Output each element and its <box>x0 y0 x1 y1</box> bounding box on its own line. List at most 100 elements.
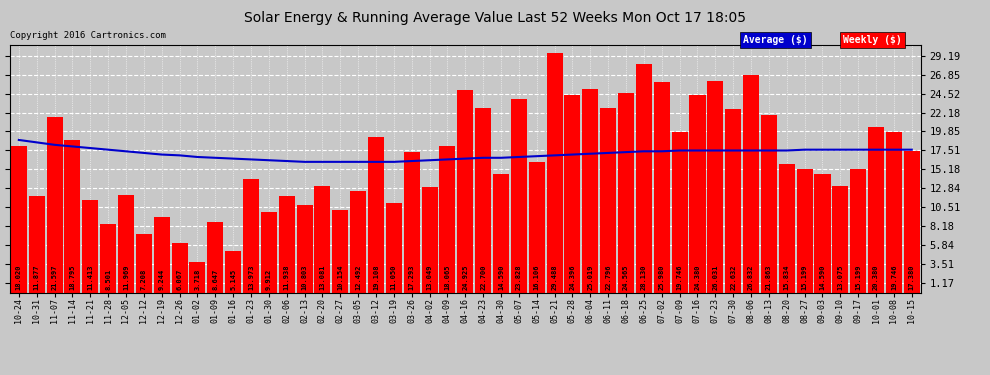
Bar <box>529 162 545 292</box>
Bar <box>100 224 116 292</box>
Text: 13.973: 13.973 <box>248 265 254 290</box>
Bar <box>243 179 259 292</box>
Bar <box>404 152 420 292</box>
Text: 8.501: 8.501 <box>105 269 111 290</box>
Text: 24.380: 24.380 <box>694 265 701 290</box>
Bar <box>815 174 831 292</box>
Text: 11.938: 11.938 <box>284 265 290 290</box>
Text: 18.020: 18.020 <box>16 265 22 290</box>
Bar <box>386 203 402 292</box>
Text: 21.597: 21.597 <box>51 265 57 290</box>
Bar <box>171 243 187 292</box>
Text: 19.746: 19.746 <box>676 265 683 290</box>
Text: Solar Energy & Running Average Value Last 52 Weeks Mon Oct 17 18:05: Solar Energy & Running Average Value Las… <box>244 11 746 25</box>
Text: 25.019: 25.019 <box>587 265 593 290</box>
Bar <box>315 186 331 292</box>
Text: 18.795: 18.795 <box>69 265 75 290</box>
Text: 8.647: 8.647 <box>212 269 218 290</box>
Text: 5.145: 5.145 <box>230 269 237 290</box>
Text: 26.031: 26.031 <box>713 265 719 290</box>
Text: 29.488: 29.488 <box>551 265 557 290</box>
Text: 15.199: 15.199 <box>802 265 808 290</box>
Text: 14.590: 14.590 <box>820 265 826 290</box>
Text: 19.746: 19.746 <box>891 265 897 290</box>
Text: 22.700: 22.700 <box>480 265 486 290</box>
Text: 22.796: 22.796 <box>605 265 611 290</box>
Bar <box>207 222 224 292</box>
Text: Copyright 2016 Cartronics.com: Copyright 2016 Cartronics.com <box>10 31 165 40</box>
Bar <box>457 90 473 292</box>
Bar <box>475 108 491 292</box>
Bar <box>260 212 277 292</box>
Text: 22.632: 22.632 <box>731 265 737 290</box>
Text: 9.244: 9.244 <box>158 269 164 290</box>
Text: 9.912: 9.912 <box>266 269 272 290</box>
Bar <box>797 169 813 292</box>
Bar <box>511 99 527 292</box>
Bar <box>743 75 759 292</box>
Text: 12.492: 12.492 <box>355 265 361 290</box>
Text: 11.969: 11.969 <box>123 265 129 290</box>
Bar <box>707 81 724 292</box>
Text: 26.832: 26.832 <box>748 265 754 290</box>
Bar <box>440 146 455 292</box>
Bar <box>886 132 902 292</box>
Text: 14.590: 14.590 <box>498 265 504 290</box>
Bar <box>64 140 80 292</box>
Text: 7.208: 7.208 <box>141 269 147 290</box>
Bar <box>350 191 366 292</box>
Text: 19.108: 19.108 <box>373 265 379 290</box>
Text: 13.075: 13.075 <box>838 265 843 290</box>
Text: 25.980: 25.980 <box>658 265 664 290</box>
Text: 23.828: 23.828 <box>516 265 522 290</box>
Text: 24.396: 24.396 <box>569 265 575 290</box>
Bar <box>368 138 384 292</box>
Text: 13.049: 13.049 <box>427 265 433 290</box>
Bar <box>118 195 134 292</box>
Bar <box>153 217 169 292</box>
Text: 18.065: 18.065 <box>445 265 450 290</box>
Text: 20.380: 20.380 <box>873 265 879 290</box>
Text: 11.877: 11.877 <box>34 265 40 290</box>
Text: 16.106: 16.106 <box>534 265 540 290</box>
Bar <box>618 93 634 292</box>
Text: 6.067: 6.067 <box>176 269 182 290</box>
Text: 11.413: 11.413 <box>87 265 93 290</box>
Text: Weekly ($): Weekly ($) <box>843 35 902 45</box>
Bar <box>47 117 62 292</box>
Bar <box>600 108 616 292</box>
Bar <box>278 196 295 292</box>
Bar <box>636 64 652 292</box>
Bar <box>136 234 151 292</box>
Text: 17.293: 17.293 <box>409 265 415 290</box>
Bar <box>546 53 562 292</box>
Text: Average ($): Average ($) <box>743 35 808 45</box>
Text: 3.718: 3.718 <box>194 269 200 290</box>
Bar <box>11 146 27 292</box>
Text: 11.050: 11.050 <box>391 265 397 290</box>
Bar <box>82 200 98 292</box>
Bar <box>333 210 348 292</box>
Bar <box>564 94 580 292</box>
Bar <box>653 82 670 292</box>
Bar <box>189 262 206 292</box>
Text: 24.925: 24.925 <box>462 265 468 290</box>
Bar <box>493 174 509 292</box>
Text: 13.081: 13.081 <box>320 265 326 290</box>
Text: 17.380: 17.380 <box>909 265 915 290</box>
Bar <box>582 90 598 292</box>
Text: 15.834: 15.834 <box>784 265 790 290</box>
Bar <box>779 164 795 292</box>
Bar <box>225 251 242 292</box>
Bar <box>422 187 438 292</box>
Bar <box>297 205 313 292</box>
Text: 24.565: 24.565 <box>623 265 629 290</box>
Bar <box>689 94 706 292</box>
Bar <box>904 152 920 292</box>
Bar <box>868 127 884 292</box>
Bar <box>761 115 777 292</box>
Text: 28.130: 28.130 <box>641 265 646 290</box>
Bar <box>833 186 848 292</box>
Bar <box>725 109 742 292</box>
Text: 10.803: 10.803 <box>302 265 308 290</box>
